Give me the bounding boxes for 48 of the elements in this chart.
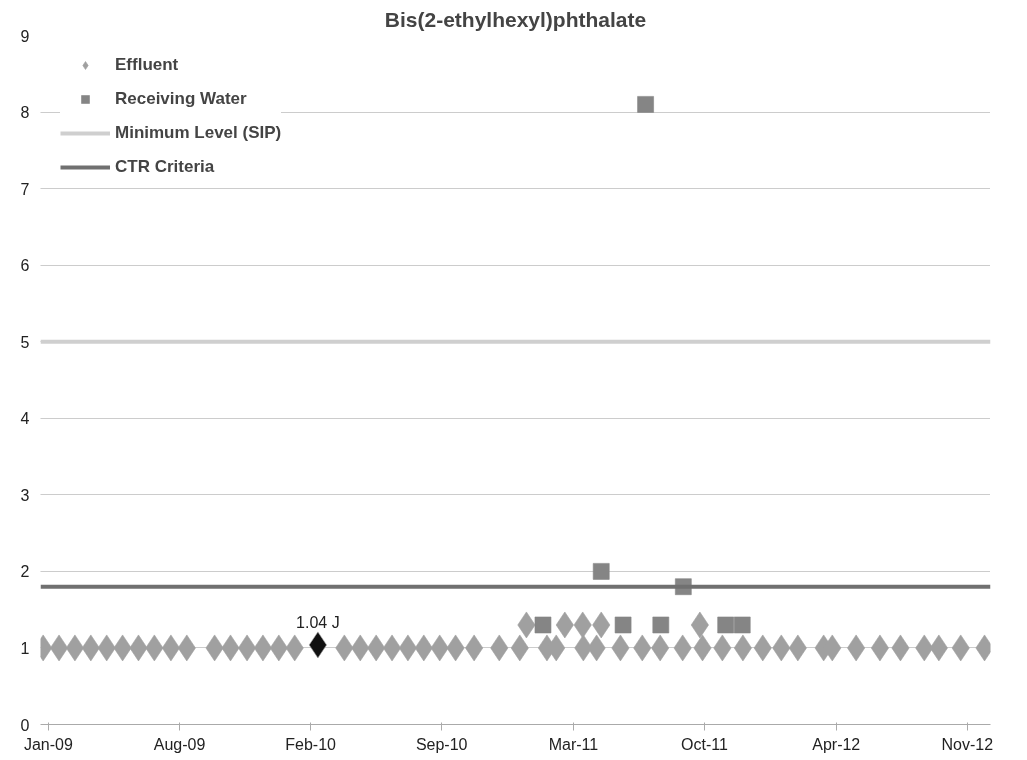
point <box>464 634 484 662</box>
x-tick-label: Sep-10 <box>415 735 468 753</box>
point <box>592 562 610 580</box>
x-tick-label: Mar-11 <box>548 735 599 753</box>
point <box>308 631 328 659</box>
point <box>382 634 402 662</box>
x-tick-label: Apr-12 <box>812 735 861 753</box>
y-tick-label: 4 <box>20 410 30 428</box>
x-tick-label: Aug-09 <box>153 735 206 753</box>
x-tick-label: Oct-11 <box>681 735 729 753</box>
point <box>690 611 710 639</box>
y-tick-label: 6 <box>20 257 30 275</box>
y-tick-label: 0 <box>20 716 30 734</box>
point <box>398 634 418 662</box>
x-tick-label: Jan-09 <box>23 735 74 753</box>
point <box>652 616 670 634</box>
point <box>733 616 751 634</box>
legend-label: Minimum Level (SIP) <box>115 123 282 143</box>
point <box>161 634 181 662</box>
point <box>614 616 632 634</box>
y-tick-label: 3 <box>20 486 30 504</box>
point <box>534 616 552 634</box>
data-label: 1.04 J <box>296 613 340 631</box>
point <box>733 634 753 662</box>
chart-title: Bis(2-ethylhexyl)phthalate <box>384 7 647 31</box>
point <box>366 634 386 662</box>
legend-label: Effluent <box>115 55 179 75</box>
x-tick-label: Nov-12 <box>941 735 994 753</box>
y-tick-label: 8 <box>20 104 30 122</box>
legend-label: Receiving Water <box>115 89 247 109</box>
point <box>846 634 866 662</box>
point <box>788 634 808 662</box>
point <box>253 634 273 662</box>
point <box>49 634 69 662</box>
legend-label: CTR Criteria <box>115 157 215 177</box>
y-tick-label: 9 <box>20 27 30 45</box>
y-tick-label: 2 <box>20 563 30 581</box>
point <box>65 634 85 662</box>
x-tick-label: Feb-10 <box>285 735 337 753</box>
point <box>650 634 670 662</box>
y-tick-label: 5 <box>20 333 30 351</box>
point <box>717 616 735 634</box>
point <box>870 634 890 662</box>
point <box>637 95 655 113</box>
point <box>237 634 257 662</box>
point <box>929 634 949 662</box>
y-tick-label: 1 <box>20 639 30 657</box>
y-tick-label: 7 <box>20 180 30 198</box>
